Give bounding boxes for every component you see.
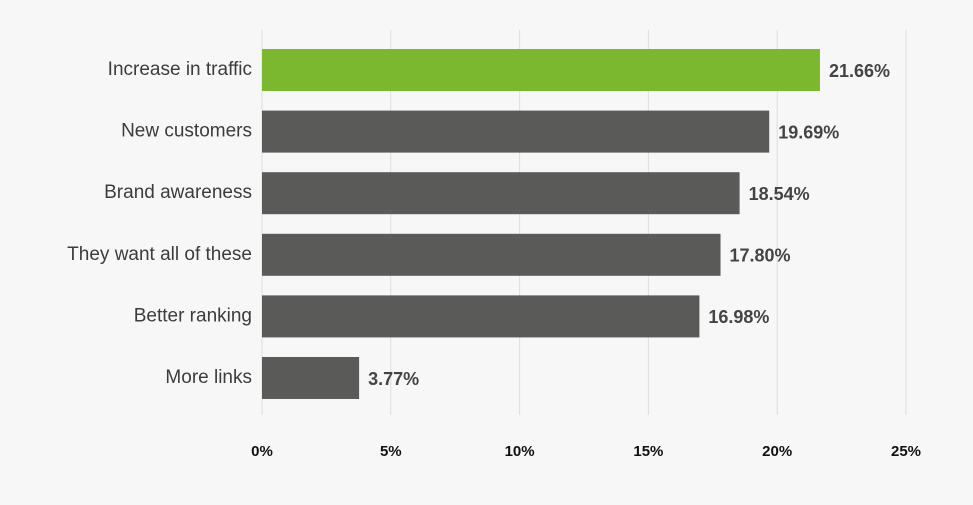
value-label: 17.80%: [730, 246, 791, 266]
x-tick-label: 5%: [380, 443, 402, 460]
x-axis: 0% 5% 10% 15% 20% 25%: [251, 443, 921, 460]
x-tick-label: 0%: [251, 443, 273, 460]
value-label: 16.98%: [708, 307, 769, 327]
value-label: 3.77%: [368, 369, 419, 389]
bar-layer: [262, 49, 820, 399]
bar: [262, 357, 360, 399]
bar: [262, 295, 700, 338]
bar: [262, 233, 721, 276]
category-label: Increase in traffic: [108, 59, 252, 80]
value-label: 19.69%: [778, 122, 839, 142]
category-label: More links: [165, 367, 252, 388]
value-label: 21.66%: [829, 61, 890, 81]
x-tick-label: 25%: [891, 443, 921, 460]
category-label: Better ranking: [134, 305, 252, 326]
bar: [262, 172, 740, 215]
category-label: Brand awareness: [104, 182, 252, 203]
x-tick-label: 15%: [633, 443, 663, 460]
bar: [262, 110, 770, 153]
category-label: They want all of these: [67, 244, 252, 265]
value-label: 18.54%: [749, 184, 810, 204]
grid-layer: [261, 30, 907, 415]
x-tick-label: 10%: [505, 443, 535, 460]
x-tick-label: 20%: [762, 443, 792, 460]
label-layer: Increase in traffic 21.66% New customers 19…: [67, 59, 890, 389]
category-label: New customers: [121, 121, 252, 142]
bar: [262, 49, 820, 91]
